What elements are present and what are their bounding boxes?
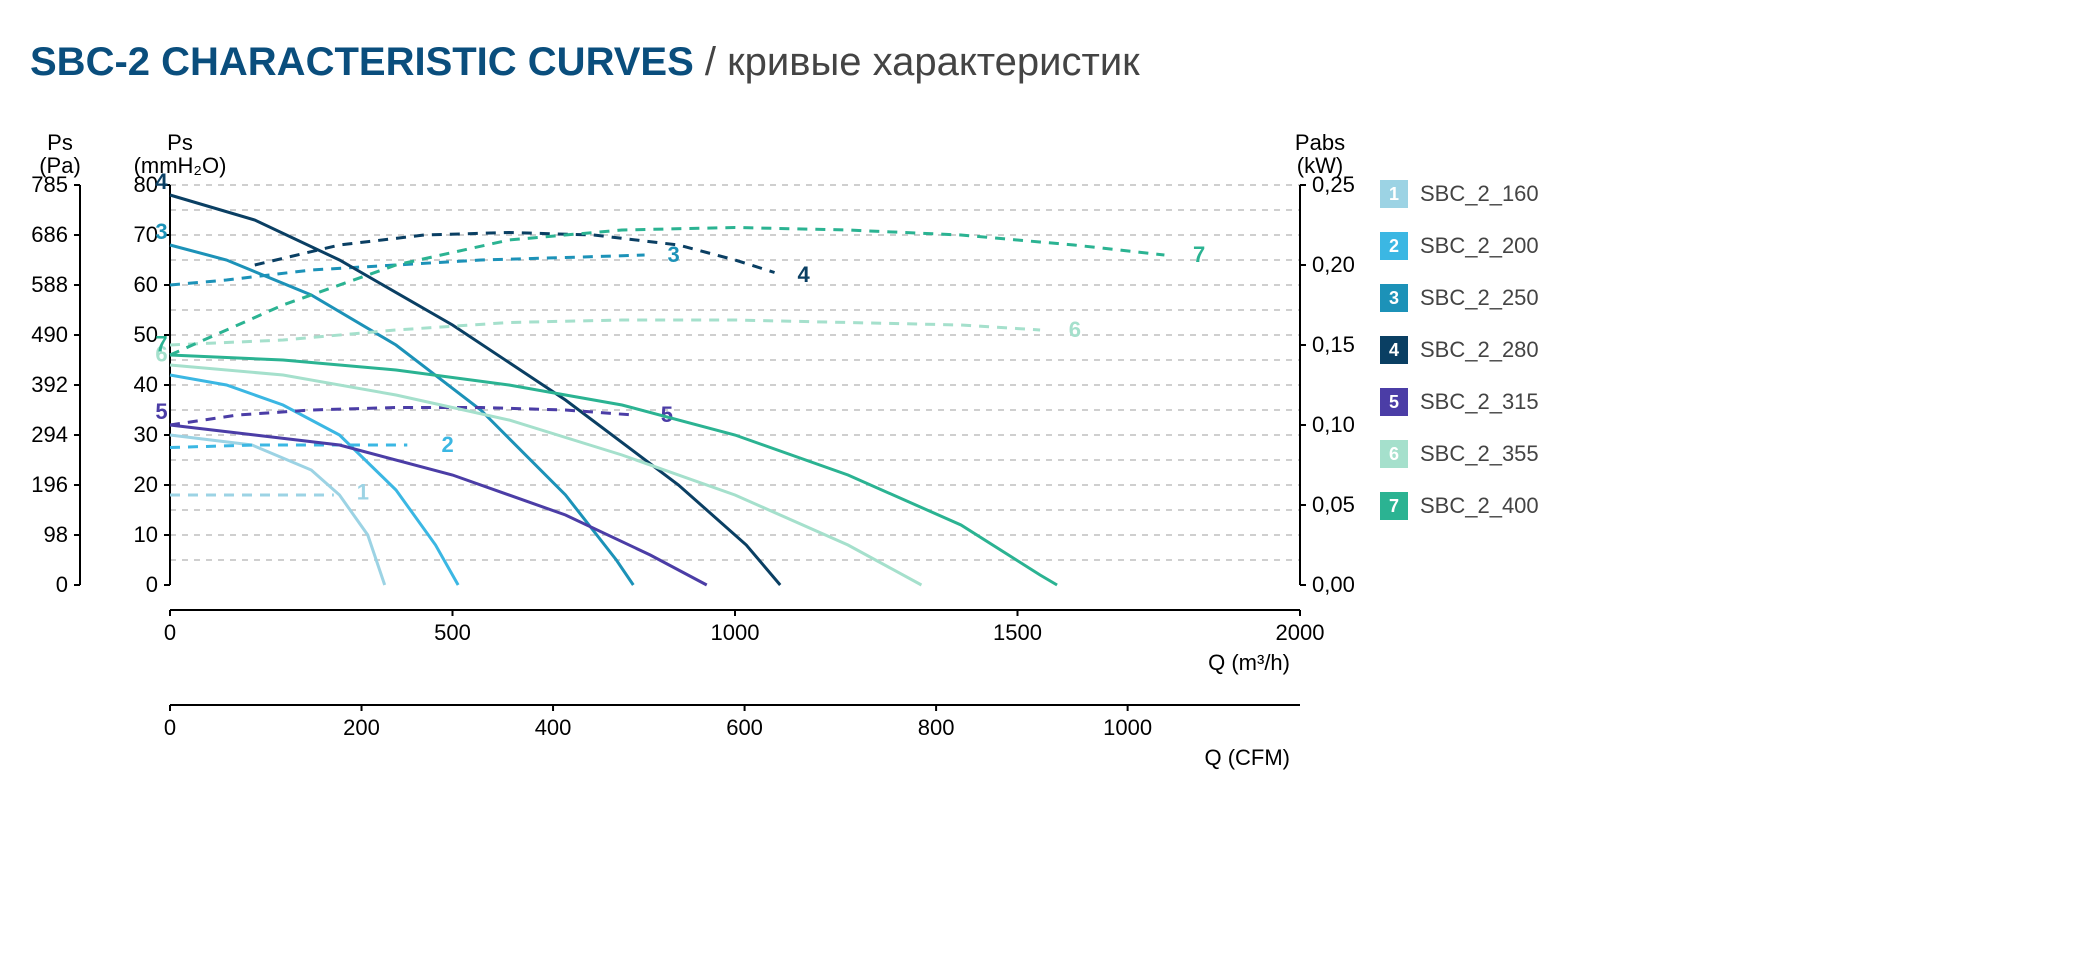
- svg-text:0,20: 0,20: [1312, 252, 1355, 277]
- svg-text:1000: 1000: [1103, 715, 1152, 740]
- svg-text:200: 200: [343, 715, 380, 740]
- svg-text:Q (m³/h): Q (m³/h): [1208, 650, 1290, 675]
- svg-text:0: 0: [164, 715, 176, 740]
- legend-label-1: SBC_2_160: [1420, 181, 1539, 207]
- svg-text:800: 800: [918, 715, 955, 740]
- curve-label-dashed-4: 4: [798, 262, 811, 287]
- svg-text:Ps: Ps: [167, 130, 193, 155]
- legend-item-6: 6 SBC_2_355: [1380, 440, 1539, 468]
- curve-dashed-3: [170, 255, 645, 285]
- svg-text:Q (CFM): Q (CFM): [1204, 745, 1290, 770]
- svg-text:686: 686: [31, 222, 68, 247]
- curve-label-solid-4: 4: [155, 169, 168, 194]
- legend-label-5: SBC_2_315: [1420, 389, 1539, 415]
- svg-text:60: 60: [134, 272, 158, 297]
- curve-solid-2: [170, 375, 458, 585]
- svg-text:(Pa): (Pa): [39, 153, 81, 178]
- legend-label-4: SBC_2_280: [1420, 337, 1539, 363]
- svg-text:(mmH₂O): (mmH₂O): [134, 153, 227, 178]
- svg-text:20: 20: [134, 472, 158, 497]
- svg-text:0,10: 0,10: [1312, 412, 1355, 437]
- curve-dashed-2: [170, 445, 407, 448]
- svg-text:Pabs: Pabs: [1295, 130, 1345, 155]
- curve-label-solid-7: 7: [155, 332, 167, 357]
- svg-text:70: 70: [134, 222, 158, 247]
- title-normal: / кривые характеристик: [694, 40, 1140, 84]
- svg-text:0: 0: [164, 620, 176, 645]
- legend-label-3: SBC_2_250: [1420, 285, 1539, 311]
- chart: 0102030405060708009819629439249058868678…: [20, 130, 1370, 830]
- legend-item-7: 7 SBC_2_400: [1380, 492, 1539, 520]
- legend-label-6: SBC_2_355: [1420, 441, 1539, 467]
- svg-text:196: 196: [31, 472, 68, 497]
- svg-text:2000: 2000: [1276, 620, 1325, 645]
- svg-text:1500: 1500: [993, 620, 1042, 645]
- svg-text:1000: 1000: [711, 620, 760, 645]
- curve-label-dashed-7: 7: [1193, 242, 1205, 267]
- legend-badge-7: 7: [1380, 492, 1408, 520]
- legend-item-5: 5 SBC_2_315: [1380, 388, 1539, 416]
- svg-text:40: 40: [134, 372, 158, 397]
- curve-label-dashed-6: 6: [1069, 317, 1081, 342]
- svg-text:500: 500: [434, 620, 471, 645]
- legend-label-2: SBC_2_200: [1420, 233, 1539, 259]
- legend-item-3: 3 SBC_2_250: [1380, 284, 1539, 312]
- curve-dashed-6: [170, 320, 1040, 345]
- svg-text:0: 0: [146, 572, 158, 597]
- svg-text:0,00: 0,00: [1312, 572, 1355, 597]
- svg-text:600: 600: [726, 715, 763, 740]
- legend-badge-3: 3: [1380, 284, 1408, 312]
- svg-text:Ps: Ps: [47, 130, 73, 155]
- svg-text:392: 392: [31, 372, 68, 397]
- curve-solid-7: [170, 355, 1057, 585]
- curve-label-dashed-2: 2: [442, 432, 454, 457]
- svg-text:50: 50: [134, 322, 158, 347]
- legend-item-2: 2 SBC_2_200: [1380, 232, 1539, 260]
- svg-text:0: 0: [56, 572, 68, 597]
- curve-label-dashed-1: 1: [357, 480, 369, 505]
- curve-label-solid-3: 3: [155, 219, 167, 244]
- title-bold: SBC-2 CHARACTERISTIC CURVES: [30, 40, 694, 84]
- svg-text:(kW): (kW): [1297, 153, 1343, 178]
- svg-text:588: 588: [31, 272, 68, 297]
- legend-badge-5: 5: [1380, 388, 1408, 416]
- svg-text:294: 294: [31, 422, 68, 447]
- svg-text:30: 30: [134, 422, 158, 447]
- curve-label-solid-5: 5: [155, 399, 167, 424]
- svg-text:0,15: 0,15: [1312, 332, 1355, 357]
- curve-solid-5: [170, 425, 707, 585]
- svg-text:490: 490: [31, 322, 68, 347]
- curve-solid-4: [170, 195, 780, 585]
- legend-badge-4: 4: [1380, 336, 1408, 364]
- legend-label-7: SBC_2_400: [1420, 493, 1539, 519]
- svg-text:98: 98: [44, 522, 68, 547]
- legend: 1 SBC_2_160 2 SBC_2_200 3 SBC_2_250 4 SBC_2_280…: [1380, 180, 1539, 544]
- legend-badge-6: 6: [1380, 440, 1408, 468]
- svg-text:0,05: 0,05: [1312, 492, 1355, 517]
- svg-text:10: 10: [134, 522, 158, 547]
- svg-text:400: 400: [535, 715, 572, 740]
- legend-badge-2: 2: [1380, 232, 1408, 260]
- legend-badge-1: 1: [1380, 180, 1408, 208]
- legend-item-4: 4 SBC_2_280: [1380, 336, 1539, 364]
- legend-item-1: 1 SBC_2_160: [1380, 180, 1539, 208]
